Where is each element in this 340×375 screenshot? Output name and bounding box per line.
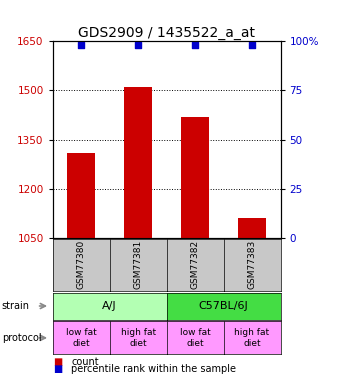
Title: GDS2909 / 1435522_a_at: GDS2909 / 1435522_a_at bbox=[78, 26, 255, 40]
Bar bbox=[124, 87, 152, 238]
Text: GSM77383: GSM77383 bbox=[248, 240, 256, 290]
Point bbox=[192, 42, 198, 48]
Text: strain: strain bbox=[2, 301, 30, 311]
Bar bbox=[181, 117, 209, 238]
Text: A/J: A/J bbox=[102, 301, 117, 311]
Text: GSM77382: GSM77382 bbox=[191, 240, 200, 290]
Text: count: count bbox=[71, 357, 99, 367]
Point bbox=[135, 42, 141, 48]
Text: C57BL/6J: C57BL/6J bbox=[199, 301, 249, 311]
Text: high fat
diet: high fat diet bbox=[121, 328, 156, 348]
Text: low fat
diet: low fat diet bbox=[66, 328, 97, 348]
Text: protocol: protocol bbox=[2, 333, 41, 343]
Bar bbox=[67, 153, 96, 238]
Text: ■: ■ bbox=[53, 357, 62, 367]
Bar bbox=[238, 219, 266, 238]
Text: GSM77380: GSM77380 bbox=[77, 240, 86, 290]
Text: percentile rank within the sample: percentile rank within the sample bbox=[71, 364, 236, 374]
Point bbox=[79, 42, 84, 48]
Text: low fat
diet: low fat diet bbox=[180, 328, 210, 348]
Point bbox=[249, 42, 255, 48]
Text: high fat
diet: high fat diet bbox=[235, 328, 270, 348]
Text: GSM77381: GSM77381 bbox=[134, 240, 142, 290]
Text: ■: ■ bbox=[53, 364, 62, 374]
